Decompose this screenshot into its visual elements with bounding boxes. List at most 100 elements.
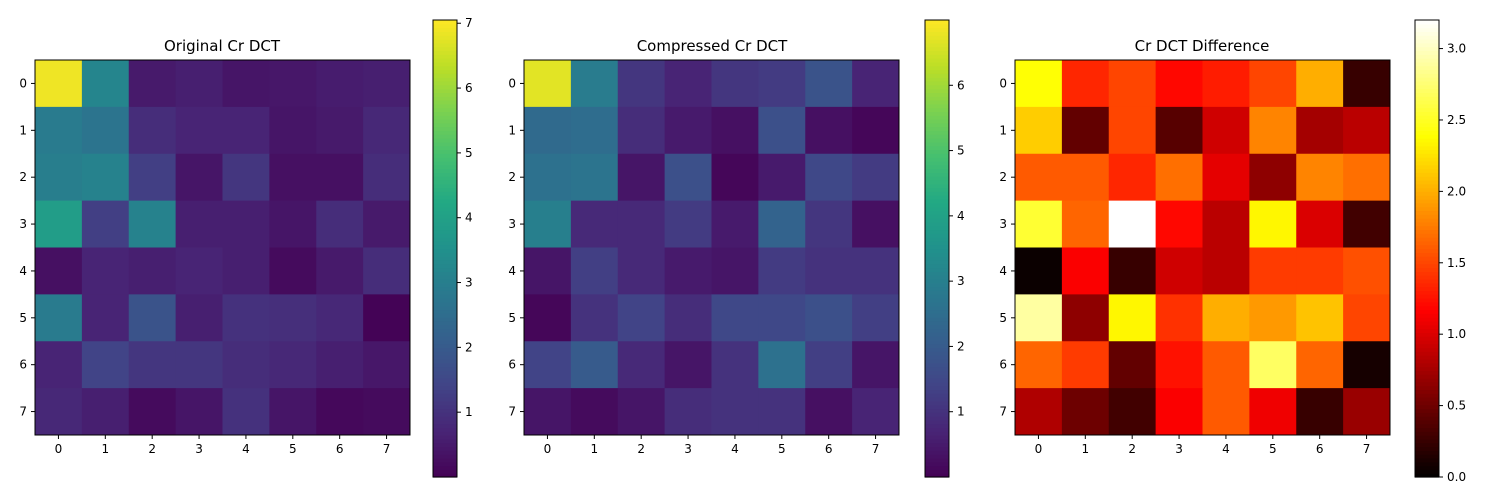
- heatmap-cell: [1343, 106, 1391, 155]
- colorbar-segment: [433, 35, 457, 40]
- colorbar-segment: [433, 172, 457, 177]
- colorbar-segment: [925, 408, 949, 413]
- colorbar-segment: [925, 366, 949, 371]
- heatmap-cell: [316, 341, 364, 389]
- heatmap-cell: [805, 200, 853, 248]
- colorbar-segment: [1415, 119, 1439, 124]
- y-tick-label: 4: [508, 264, 516, 278]
- colorbar-segment: [1415, 286, 1439, 291]
- heatmap-cell: [1249, 388, 1297, 436]
- heatmap-cell: [805, 153, 853, 202]
- heatmap-cell: [175, 388, 223, 436]
- colorbar-segment: [433, 179, 457, 185]
- heatmap-cell: [363, 153, 411, 202]
- heatmap-cell: [316, 153, 364, 202]
- colorbar-segment: [433, 473, 457, 478]
- heatmap-cell: [363, 247, 411, 295]
- heatmap-cell: [222, 60, 270, 108]
- colorbar-segment: [925, 259, 949, 265]
- colorbar-segment: [925, 119, 949, 124]
- colorbar-segment: [433, 27, 457, 33]
- colorbar-segment: [1415, 54, 1439, 59]
- colorbar-segment: [925, 107, 949, 112]
- colorbar-segment: [1415, 267, 1439, 272]
- colorbar-segment: [1415, 416, 1439, 421]
- colorbar-segment: [433, 225, 457, 231]
- heatmap-cell: [1202, 294, 1250, 342]
- heatmap-cell: [524, 60, 572, 108]
- colorbar-segment: [1415, 61, 1439, 67]
- colorbar-tick-label: 1.0: [1447, 327, 1466, 341]
- y-tick-label: 3: [999, 217, 1007, 231]
- y-tick-label: 7: [19, 405, 27, 419]
- heatmap-cell: [316, 294, 364, 342]
- heatmap-cell: [758, 388, 806, 436]
- colorbar-segment: [433, 416, 457, 421]
- colorbar-segment: [1415, 374, 1439, 379]
- heatmap-cell: [570, 153, 619, 202]
- colorbar-segment: [433, 176, 457, 181]
- colorbar-segment: [1415, 99, 1439, 105]
- colorbar-segment: [1415, 111, 1439, 116]
- colorbar-segment: [925, 202, 949, 208]
- x-tick-label: 2: [148, 442, 156, 456]
- colorbar-segment: [433, 115, 457, 120]
- colorbar-segment: [433, 138, 457, 143]
- colorbar-segment: [433, 149, 457, 154]
- heatmap-cell: [81, 388, 130, 436]
- heatmap-cell: [570, 106, 619, 155]
- heatmap-cell: [1296, 60, 1344, 108]
- heatmap-cell: [81, 60, 130, 108]
- colorbar-segment: [433, 438, 457, 444]
- colorbar-frame: [924, 19, 950, 478]
- colorbar-segment: [1415, 469, 1439, 474]
- colorbar-segment: [925, 423, 949, 429]
- colorbar-segment: [925, 80, 949, 86]
- colorbar-segment: [925, 187, 949, 192]
- heatmap-cell: [128, 106, 177, 155]
- x-tick-label: 1: [101, 442, 109, 456]
- x-tick-label: 5: [1269, 442, 1277, 456]
- colorbar-segment: [1415, 324, 1439, 330]
- heatmap-cell: [1202, 60, 1250, 108]
- y-tick-label: 4: [999, 264, 1007, 278]
- colorbar-segment: [433, 469, 457, 474]
- colorbar-segment: [433, 96, 457, 101]
- colorbar-segment: [433, 107, 457, 112]
- colorbar-segment: [925, 271, 949, 276]
- colorbar-segment: [925, 54, 949, 59]
- colorbar-segment: [433, 377, 457, 383]
- x-tick-label: 7: [872, 442, 880, 456]
- colorbar-segment: [1415, 450, 1439, 455]
- heatmap-cell: [1249, 294, 1297, 342]
- heatmap-cell: [1343, 200, 1391, 248]
- colorbar-segment: [925, 92, 949, 97]
- colorbar-segment: [925, 374, 949, 379]
- colorbar-segment: [433, 233, 457, 238]
- colorbar-tick-label: 4: [957, 209, 965, 223]
- colorbar-segment: [1415, 183, 1439, 189]
- colorbar-segment: [925, 58, 949, 63]
- colorbar-segment: [925, 286, 949, 291]
- x-tick-label: 0: [544, 442, 552, 456]
- colorbar-segment: [925, 23, 949, 29]
- y-tick-label: 4: [19, 264, 27, 278]
- heatmap-cell: [175, 294, 223, 342]
- heatmap-cell: [1061, 247, 1110, 295]
- colorbar-tick-label: 2.5: [1447, 113, 1466, 127]
- colorbar-segment: [433, 404, 457, 410]
- colorbar-tick-label: 0.5: [1447, 399, 1466, 413]
- heatmap-cell: [128, 388, 177, 436]
- colorbar-segment: [925, 160, 949, 166]
- colorbar-segment: [1415, 259, 1439, 265]
- colorbar-segment: [433, 271, 457, 276]
- heatmap-cell: [1155, 388, 1203, 436]
- colorbar-segment: [433, 61, 457, 67]
- colorbar-segment: [925, 294, 949, 299]
- heatmap-cell: [1015, 60, 1063, 108]
- heatmap-cell: [1061, 388, 1110, 436]
- colorbar-segment: [925, 461, 949, 467]
- heatmap-cell: [805, 294, 853, 342]
- heatmap-cell: [1155, 200, 1203, 248]
